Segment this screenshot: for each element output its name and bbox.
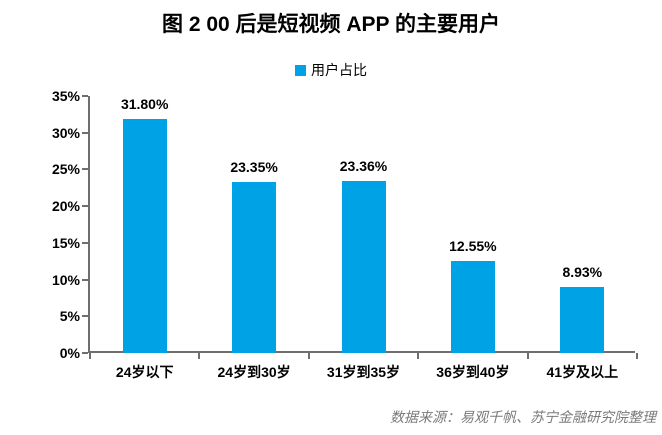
bar — [341, 181, 386, 353]
x-axis-category-label: 24岁以下 — [115, 364, 174, 380]
x-axis-tick-mark — [417, 353, 420, 359]
bar-value-label: 23.36% — [339, 158, 388, 175]
legend-label: 用户占比 — [311, 62, 367, 78]
bar-value-label: 8.93% — [562, 264, 603, 281]
y-axis-tick-mark — [82, 241, 88, 244]
bar-value-label: 23.35% — [230, 158, 278, 175]
chart-title: 图 2 00 后是短视频 APP 的主要用户 — [161, 13, 500, 36]
y-axis-tick-label: 25% — [51, 161, 80, 178]
legend-swatch-icon — [295, 64, 306, 76]
bar-value-label: 12.55% — [449, 237, 497, 254]
x-axis-category-label: 24岁到30岁 — [217, 364, 291, 380]
y-axis-tick-label: 35% — [51, 88, 80, 104]
x-axis-category-label: 36岁到40岁 — [436, 364, 510, 380]
y-axis-tick-mark — [82, 95, 88, 97]
y-axis-tick-label: 10% — [51, 271, 80, 288]
y-axis-tick-mark — [82, 205, 88, 208]
x-axis-category-label: 31岁到35岁 — [326, 364, 401, 380]
y-axis-tick-label: 30% — [51, 124, 80, 141]
x-axis-tick-mark — [636, 353, 638, 359]
y-axis-tick-mark — [82, 131, 88, 134]
y-axis-tick-mark — [82, 278, 88, 281]
x-axis-tick-mark — [526, 353, 529, 359]
x-axis-tick-mark — [307, 353, 310, 359]
y-axis-tick-mark — [82, 168, 88, 171]
y-axis-tick-label: 15% — [51, 234, 80, 251]
source-note: 数据来源：易观千帆、苏宁金融研究院整理 — [390, 409, 656, 425]
x-axis-tick-mark — [89, 353, 91, 359]
legend: 用户占比 — [0, 60, 662, 80]
plot-area: 0% 5% 10% 15% 20% 25% 30% 35% 31.80% 24岁以下 23.35% 2… — [52, 88, 638, 380]
bar — [560, 287, 605, 353]
bar-value-label: 31.80% — [120, 96, 169, 113]
x-axis-category-label: 41岁及以上 — [546, 364, 619, 380]
bar — [122, 119, 167, 353]
y-axis-tick-label: 5% — [59, 308, 80, 325]
bar — [232, 181, 277, 353]
y-axis-tick-mark — [82, 315, 88, 318]
bar — [450, 260, 495, 353]
x-axis-tick-mark — [198, 353, 201, 359]
y-axis-tick-label: 20% — [51, 198, 80, 215]
y-axis-tick-label: 0% — [59, 345, 80, 361]
y-axis-tick-mark — [82, 352, 88, 354]
